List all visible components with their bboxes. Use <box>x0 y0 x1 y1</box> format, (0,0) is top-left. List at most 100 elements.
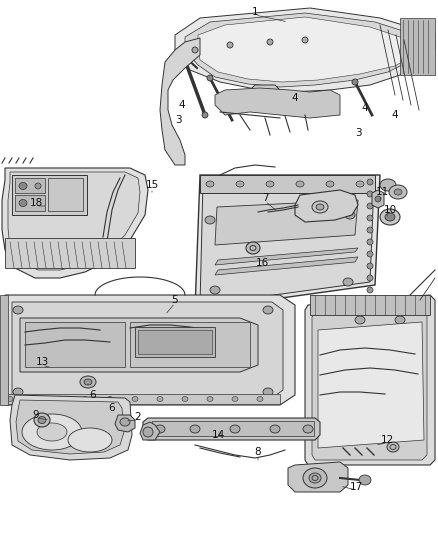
Ellipse shape <box>180 52 186 58</box>
Bar <box>15 178 45 193</box>
Polygon shape <box>318 322 424 448</box>
Polygon shape <box>5 295 295 405</box>
Ellipse shape <box>236 181 244 187</box>
Polygon shape <box>215 88 340 118</box>
Ellipse shape <box>232 397 238 401</box>
Ellipse shape <box>395 316 405 324</box>
Ellipse shape <box>352 79 358 85</box>
Polygon shape <box>140 422 160 440</box>
Polygon shape <box>400 18 435 75</box>
Ellipse shape <box>302 37 308 43</box>
Polygon shape <box>10 395 132 460</box>
Ellipse shape <box>296 181 304 187</box>
Ellipse shape <box>394 189 402 195</box>
Bar <box>48 178 83 211</box>
Polygon shape <box>245 85 285 112</box>
Ellipse shape <box>13 306 23 314</box>
Ellipse shape <box>182 397 188 401</box>
Ellipse shape <box>367 179 373 185</box>
Bar <box>0 295 8 405</box>
Ellipse shape <box>367 215 373 221</box>
Ellipse shape <box>367 299 373 305</box>
Ellipse shape <box>266 181 274 187</box>
Text: 10: 10 <box>383 205 396 215</box>
Ellipse shape <box>210 286 220 294</box>
Polygon shape <box>198 17 415 82</box>
Polygon shape <box>215 248 358 265</box>
Ellipse shape <box>367 203 373 209</box>
Ellipse shape <box>157 397 163 401</box>
Ellipse shape <box>257 397 263 401</box>
Ellipse shape <box>367 227 373 233</box>
Ellipse shape <box>263 306 273 314</box>
Ellipse shape <box>385 213 395 221</box>
Ellipse shape <box>38 416 46 424</box>
Ellipse shape <box>312 201 328 213</box>
Ellipse shape <box>35 183 41 189</box>
Text: 4: 4 <box>392 110 398 120</box>
Ellipse shape <box>207 75 213 81</box>
Bar <box>200 175 375 193</box>
Ellipse shape <box>380 209 400 225</box>
Bar <box>5 238 135 268</box>
Text: 16: 16 <box>255 258 268 268</box>
Ellipse shape <box>367 263 373 269</box>
Polygon shape <box>12 302 283 398</box>
Text: 5: 5 <box>172 295 178 305</box>
Ellipse shape <box>84 379 92 385</box>
Ellipse shape <box>155 425 165 433</box>
Text: 18: 18 <box>29 198 42 208</box>
Polygon shape <box>215 257 358 275</box>
Ellipse shape <box>57 397 63 401</box>
Ellipse shape <box>192 47 198 53</box>
Ellipse shape <box>132 397 138 401</box>
Bar <box>15 195 45 211</box>
Text: 15: 15 <box>145 180 159 190</box>
Ellipse shape <box>389 185 407 199</box>
Ellipse shape <box>207 397 213 401</box>
Ellipse shape <box>227 42 233 48</box>
Polygon shape <box>115 415 135 432</box>
Ellipse shape <box>375 196 381 202</box>
Ellipse shape <box>32 397 38 401</box>
Text: 4: 4 <box>362 103 368 113</box>
Ellipse shape <box>270 425 280 433</box>
Ellipse shape <box>68 428 112 452</box>
Ellipse shape <box>356 181 364 187</box>
Ellipse shape <box>230 425 240 433</box>
Bar <box>25 322 125 367</box>
Polygon shape <box>16 400 124 454</box>
Ellipse shape <box>120 418 130 426</box>
Ellipse shape <box>202 112 208 118</box>
Text: 6: 6 <box>90 390 96 400</box>
Text: 13: 13 <box>35 357 49 367</box>
Ellipse shape <box>326 181 334 187</box>
Polygon shape <box>372 190 384 208</box>
Text: 11: 11 <box>375 187 389 197</box>
Bar <box>310 295 430 315</box>
Polygon shape <box>143 418 320 440</box>
Ellipse shape <box>343 278 353 286</box>
Ellipse shape <box>37 423 67 441</box>
Text: 6: 6 <box>109 403 115 413</box>
Ellipse shape <box>246 242 260 254</box>
Polygon shape <box>185 13 425 87</box>
Ellipse shape <box>19 199 27 206</box>
Ellipse shape <box>387 442 399 452</box>
Polygon shape <box>312 303 427 460</box>
Polygon shape <box>215 200 358 245</box>
Ellipse shape <box>355 316 365 324</box>
Polygon shape <box>305 295 435 465</box>
Ellipse shape <box>107 397 113 401</box>
Bar <box>5 394 280 404</box>
Polygon shape <box>200 182 374 305</box>
Bar <box>12 175 87 215</box>
Polygon shape <box>295 190 358 222</box>
Ellipse shape <box>380 179 396 191</box>
Ellipse shape <box>13 388 23 396</box>
Ellipse shape <box>143 427 153 437</box>
Text: 3: 3 <box>175 115 181 125</box>
Text: 4: 4 <box>179 100 185 110</box>
Ellipse shape <box>22 414 82 450</box>
Polygon shape <box>8 172 140 270</box>
